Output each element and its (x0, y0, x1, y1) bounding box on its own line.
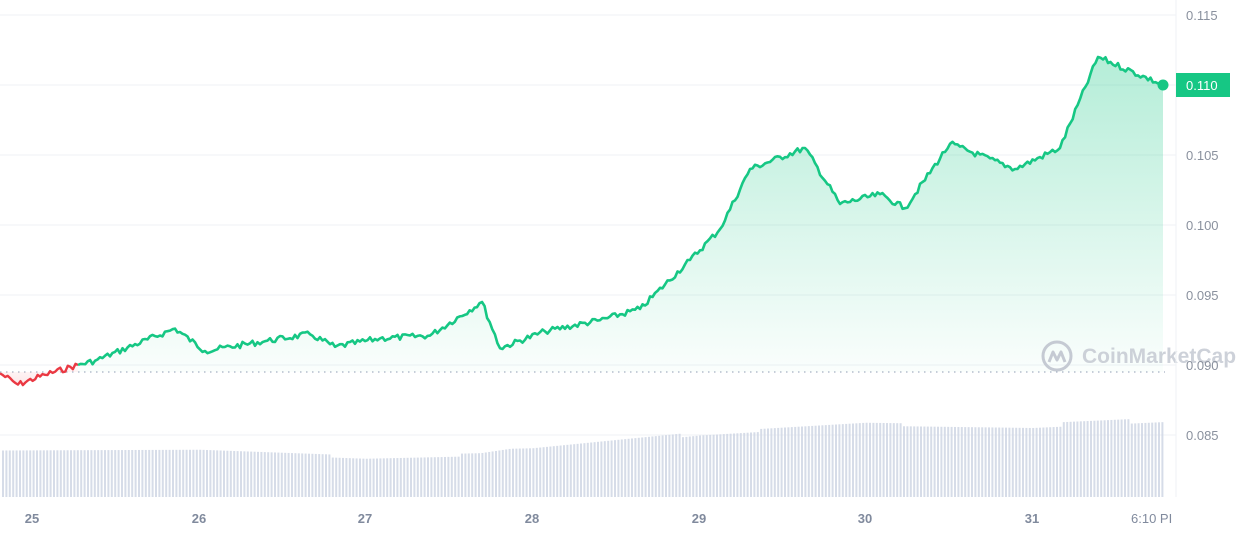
current-price-dot[interactable] (1157, 79, 1169, 91)
watermark-text: CoinMarketCap (1082, 345, 1236, 368)
x-tick-label: 30 (858, 511, 872, 526)
price-line-down[interactable] (0, 362, 79, 387)
current-price-tag: 0.110 (1176, 73, 1230, 97)
y-tick-label: 0.105 (1186, 148, 1219, 163)
price-tag-label: 0.110 (1186, 78, 1218, 93)
coinmarketcap-logo-icon (1041, 340, 1073, 372)
x-tick-label: 29 (692, 511, 706, 526)
y-tick-label: 0.115 (1186, 8, 1218, 23)
x-tick-label: 26 (192, 511, 206, 526)
price-line-up[interactable] (77, 55, 1164, 367)
x-tick-label: 25 (25, 511, 39, 526)
x-axis: 25 26 27 28 29 30 31 6:10 PI (25, 511, 1172, 526)
price-tag-background (1176, 73, 1230, 97)
x-tick-label: 31 (1025, 511, 1039, 526)
coinmarketcap-watermark: CoinMarketCap (1041, 340, 1236, 372)
x-tick-label: 27 (358, 511, 372, 526)
y-tick-label: 0.100 (1186, 218, 1219, 233)
y-tick-label: 0.090 (1186, 358, 1219, 373)
price-line[interactable] (0, 55, 1164, 387)
price-area (0, 57, 1163, 386)
x-tick-label: 6:10 PI (1131, 511, 1172, 526)
y-tick-label: 0.085 (1186, 428, 1219, 443)
volume-bars (2, 419, 1164, 497)
price-area-up (78, 57, 1163, 372)
x-tick-label: 28 (525, 511, 539, 526)
y-tick-label: 0.095 (1186, 288, 1219, 303)
